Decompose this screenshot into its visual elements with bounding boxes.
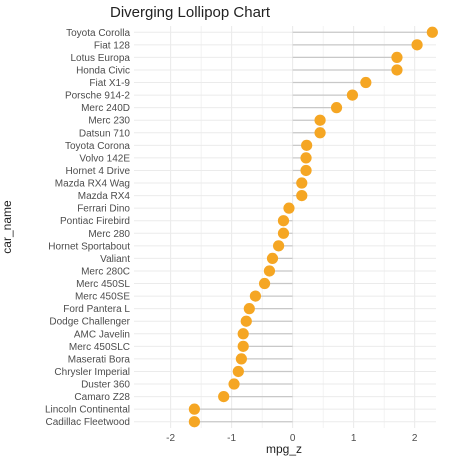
lollipop-point <box>314 114 326 126</box>
y-tick-label: Merc 280 <box>88 229 130 240</box>
lollipop-point <box>243 303 255 315</box>
lollipop-point <box>277 215 290 227</box>
y-tick-label: Lincoln Continental <box>45 405 130 416</box>
lollipop-point <box>314 127 326 139</box>
lollipop-point <box>218 390 230 403</box>
x-tick-label: -2 <box>166 433 175 444</box>
x-tick-labels: -2 -1 0 1 2 <box>166 433 418 444</box>
lollipop-point <box>235 353 247 365</box>
lollipop-point <box>391 64 403 76</box>
y-tick-label: Pontiac Firebird <box>60 216 130 227</box>
lollipop-point <box>188 403 200 415</box>
y-tick-label: Chrysler Imperial <box>54 367 130 378</box>
y-tick-label: Merc 450SE <box>75 292 130 303</box>
lollipop-points <box>188 26 438 428</box>
plot-panel <box>134 26 436 428</box>
x-axis-label: mpg_z <box>266 442 302 456</box>
y-tick-label: Mazda RX4 <box>78 191 131 202</box>
y-tick-label: Camaro Z28 <box>74 392 130 403</box>
lollipop-point <box>272 240 285 252</box>
lollipop-point <box>228 378 240 390</box>
y-tick-label: Dodge Challenger <box>49 317 130 328</box>
y-tick-label: Maserati Bora <box>68 354 131 365</box>
lollipop-point <box>300 164 312 177</box>
lollipop-point <box>237 328 249 340</box>
lollipop-point <box>266 252 279 265</box>
y-axis-label: car_name <box>0 200 14 254</box>
chart-title: Diverging Lollipop Chart <box>110 4 271 21</box>
y-tick-label: Valiant <box>100 254 130 265</box>
y-tick-label: Merc 450SL <box>76 279 130 290</box>
lollipop-point <box>330 102 343 114</box>
y-tick-label: Mazda RX4 Wag <box>55 179 130 190</box>
y-tick-label: Toyota Corona <box>65 141 130 152</box>
lollipop-point <box>346 89 359 101</box>
y-tick-label: AMC Javelin <box>74 329 130 340</box>
y-tick-label: Lotus Europa <box>71 53 131 64</box>
x-tick-label: 1 <box>351 433 357 444</box>
x-tick-label: -1 <box>227 433 236 444</box>
lollipop-point <box>296 177 308 189</box>
lollipop-point <box>188 416 200 428</box>
lollipop-point <box>391 51 403 64</box>
lollipop-point <box>301 139 313 151</box>
y-tick-label: Fiat X1-9 <box>89 78 130 89</box>
y-tick-label: Ford Pantera L <box>63 304 130 315</box>
y-tick-label: Merc 450SLC <box>69 342 130 353</box>
lollipop-point <box>296 189 308 202</box>
lollipop-point <box>232 365 244 378</box>
lollipop-point <box>258 277 271 290</box>
lollipop-point <box>237 340 249 352</box>
y-tick-label: Hornet 4 Drive <box>66 166 131 177</box>
y-tick-label: Duster 360 <box>81 380 130 391</box>
x-tick-label: 2 <box>412 433 418 444</box>
y-tick-label: Merc 230 <box>88 116 130 127</box>
lollipop-point <box>240 315 252 327</box>
y-tick-label: Merc 280C <box>81 266 130 277</box>
y-tick-label: Porsche 914-2 <box>65 91 130 102</box>
y-tick-label: Ferrari Dino <box>77 204 130 215</box>
y-tick-label: Honda Civic <box>76 65 130 76</box>
y-tick-label: Datsun 710 <box>79 128 131 139</box>
lollipop-point <box>283 202 295 214</box>
y-tick-label: Volvo 142E <box>79 153 130 164</box>
lollipop-point <box>249 290 262 302</box>
lollipop-stems <box>194 31 433 423</box>
y-tick-label: Merc 240D <box>81 103 130 114</box>
x-tick-label: 0 <box>290 433 296 444</box>
lollipop-point <box>263 265 276 277</box>
lollipop-point <box>277 227 290 239</box>
lollipop-point <box>426 26 438 38</box>
y-tick-label: Cadillac Fleetwood <box>46 417 131 428</box>
lollipop-point <box>411 39 423 51</box>
lollipop-point <box>300 152 312 164</box>
y-tick-label: Toyota Corolla <box>66 28 130 39</box>
y-tick-label: Fiat 128 <box>94 40 131 51</box>
y-tick-label: Hornet Sportabout <box>48 241 130 252</box>
lollipop-point <box>360 76 372 89</box>
